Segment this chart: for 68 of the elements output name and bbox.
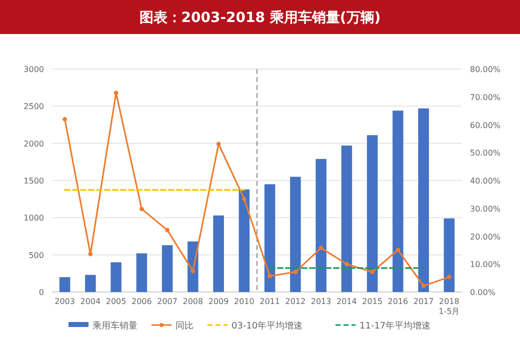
- x-tick-label: 2013: [310, 297, 332, 306]
- point: [216, 142, 221, 146]
- y2-tick-label: 70.00%: [470, 92, 501, 102]
- y2-tick-label: 80.00%: [470, 65, 501, 74]
- bar: [110, 262, 122, 292]
- point: [396, 248, 400, 252]
- legend-label: 11-17年平均增速: [360, 320, 431, 332]
- point: [318, 246, 324, 250]
- bar: [418, 108, 429, 292]
- bar: [162, 245, 173, 292]
- bar: [316, 158, 326, 292]
- bar: [290, 176, 301, 292]
- point: [139, 206, 144, 212]
- x-tick-label: 2007: [157, 297, 178, 306]
- x-tick-label: 2011: [260, 297, 280, 306]
- point: [242, 196, 246, 202]
- y2-tick-label: 60.00%: [470, 120, 501, 130]
- chart-title: 图表：2003-2018 乘用车销量(万辆): [139, 9, 381, 26]
- bar: [59, 277, 70, 292]
- point: [268, 274, 272, 278]
- y2-tick-label: 20.00%: [470, 232, 501, 242]
- y-tick-label: 0: [38, 288, 44, 297]
- x-tick-label: 2018 1-5月: [438, 297, 460, 316]
- x-tick-label: 2014: [336, 297, 357, 306]
- point: [88, 252, 93, 256]
- point: [370, 270, 375, 274]
- point: [344, 262, 349, 266]
- point: [114, 90, 118, 96]
- y2-tick-label: 30.00%: [470, 204, 501, 214]
- bar: [392, 110, 404, 292]
- y2-tick-label: 50.00%: [470, 148, 501, 158]
- bar: [85, 274, 96, 292]
- y-tick-label: 1500: [24, 176, 44, 186]
- bar: [366, 135, 378, 292]
- point: [165, 228, 170, 232]
- y2-tick-label: 10.00%: [470, 260, 501, 270]
- x-tick-label: 2009: [208, 297, 229, 306]
- x-tick-label: 2017: [413, 297, 434, 306]
- x-tick-label: 2016: [388, 297, 408, 306]
- bar: [238, 189, 250, 292]
- y-tick-label: 2000: [24, 139, 44, 148]
- x-tick-label: 2004: [80, 297, 101, 306]
- y-tick-label: 500: [28, 250, 44, 260]
- y2-tick-label: 40.00%: [470, 176, 501, 186]
- legend-label: 同比: [176, 320, 194, 332]
- point: [421, 284, 426, 288]
- bar: [444, 218, 455, 292]
- x-tick-label: 2012: [285, 297, 306, 306]
- x-tick-label: 2015: [362, 297, 382, 306]
- x-tick-label: 2008: [182, 297, 204, 306]
- x-tick-label: 2010: [234, 297, 254, 306]
- point: [62, 116, 68, 122]
- x-tick-label: 2003: [54, 297, 75, 306]
- legend-label: 乘用车销量: [92, 320, 138, 332]
- bar: [264, 184, 276, 292]
- point: [446, 274, 452, 280]
- legend-label: 03-10年平均增速: [232, 320, 303, 332]
- bar: [341, 146, 352, 292]
- bar: [213, 215, 224, 292]
- y2-tick-label: 0.00%: [470, 288, 496, 297]
- point: [293, 270, 298, 274]
- y-tick-label: 2500: [24, 102, 44, 112]
- x-tick-label: 2006: [132, 297, 152, 306]
- bar: [136, 253, 148, 292]
- y-tick-label: 1000: [24, 214, 44, 223]
- y-tick-label: 3000: [24, 65, 44, 74]
- x-tick-label: 2005: [106, 297, 126, 306]
- point: [190, 268, 196, 274]
